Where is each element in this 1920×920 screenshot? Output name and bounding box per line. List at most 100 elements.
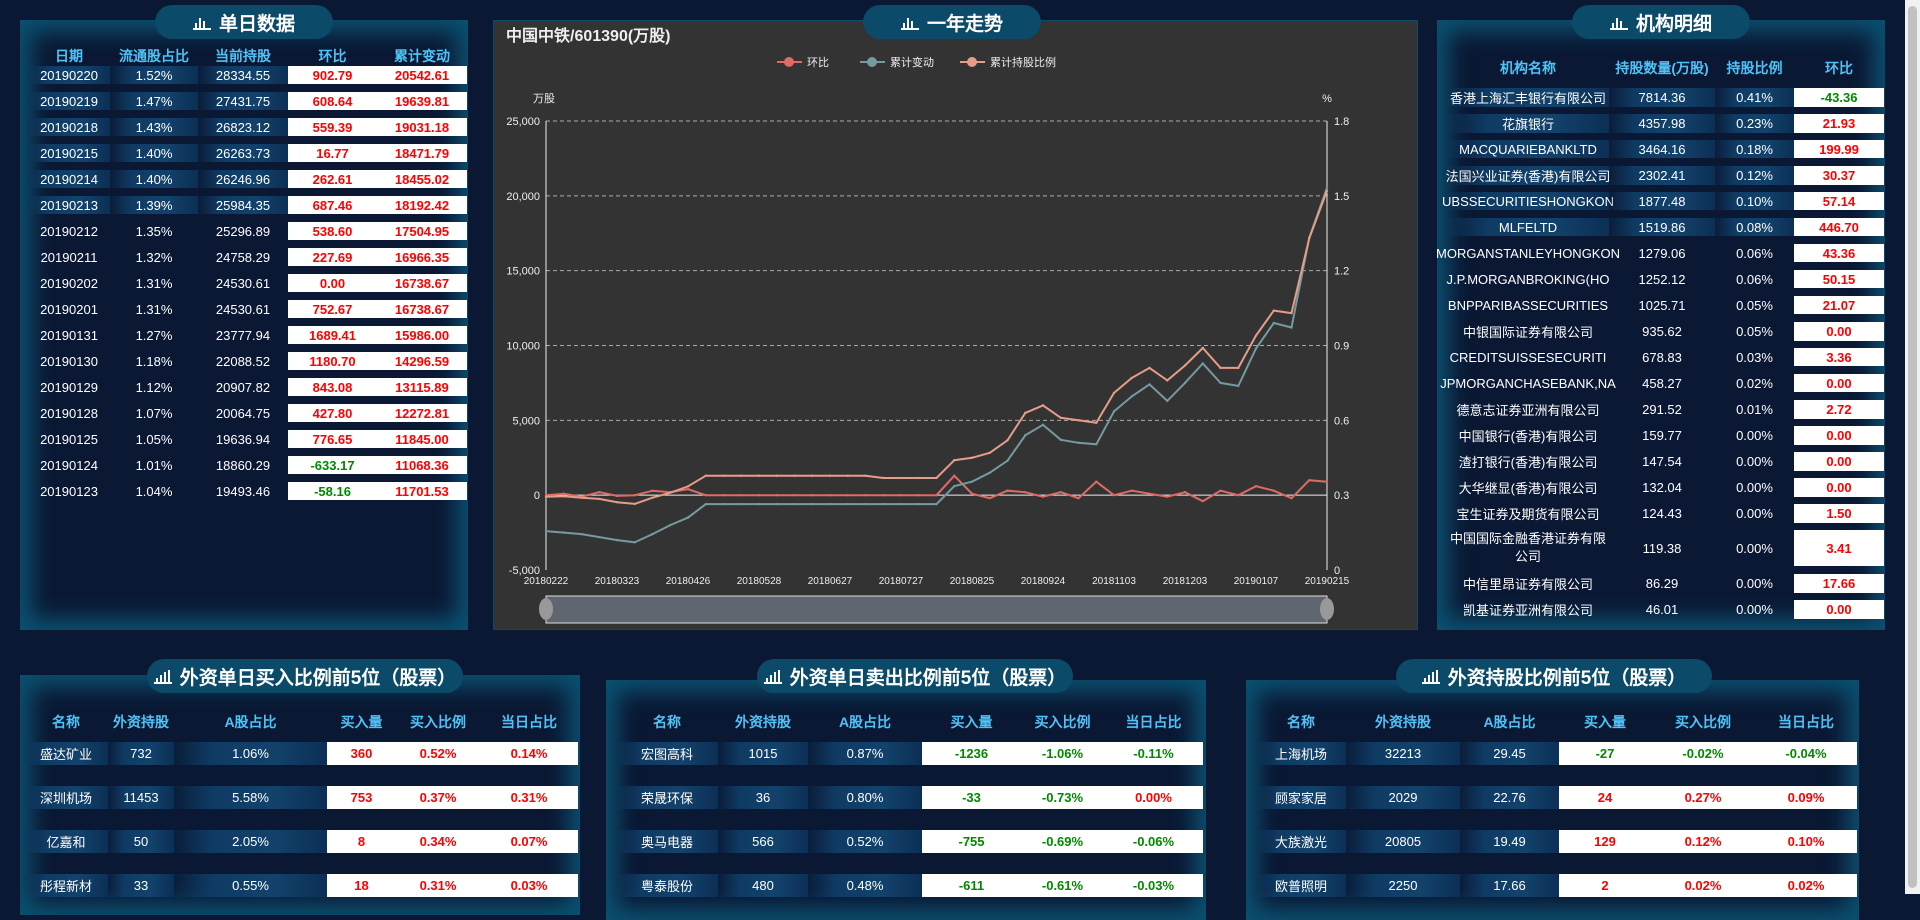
- column-header: 买入比例: [1675, 714, 1731, 730]
- table-row[interactable]: 奥马电器 566 0.52% -755 -0.69% -0.06%: [606, 830, 1206, 853]
- table-cell: 24: [1559, 786, 1651, 809]
- table-row[interactable]: 德意志证券亚洲有限公司 291.52 0.01% 2.72: [1437, 400, 1885, 419]
- data-point: [1112, 410, 1116, 413]
- table-row[interactable]: 大华继显(香港)有限公司 132.04 0.00% 0.00: [1437, 478, 1885, 497]
- axes: 25,000 1.8 20,000 1.5 15,000 1.2 10,000 0.9 5,00…: [506, 116, 1349, 587]
- table-row[interactable]: 20190211 1.32% 24758.29 227.69 16966.35: [20, 248, 468, 266]
- table-row[interactable]: 深圳机场 11453 5.58% 753 0.37% 0.31%: [20, 786, 580, 809]
- table-cell: -755: [922, 830, 1021, 853]
- table-row[interactable]: 中国国际金融香港证券有限公司 119.38 0.00% 3.41: [1437, 530, 1885, 566]
- data-point: [1272, 309, 1275, 312]
- table-cell: 11068.36: [377, 456, 467, 474]
- bar-chart-icon: [192, 14, 211, 30]
- table-row[interactable]: 中信里昂证券有限公司 86.29 0.00% 17.66: [1437, 574, 1885, 593]
- table-cell: 0.00%: [1736, 576, 1773, 591]
- table-cell: 147.54: [1642, 454, 1682, 469]
- table-cell: 0.12%: [1715, 166, 1794, 185]
- column-header: 日期: [55, 48, 83, 64]
- table-cell: 678.83: [1642, 349, 1682, 365]
- table-row[interactable]: 20190124 1.01% 18860.29 -633.17 11068.36: [20, 456, 468, 474]
- table-row[interactable]: MLFELTD 1519.86 0.08% 446.70: [1437, 218, 1885, 236]
- data-point: [1006, 489, 1009, 492]
- line-chart: 中国中铁/601390(万股) 环比 累计变动 累计持股比例 万股 % 25,000…: [506, 26, 1350, 624]
- table-row[interactable]: UBSSECURITIESHONGKON 1877.48 0.10% 57.14: [1437, 192, 1885, 210]
- data-point: [988, 451, 991, 454]
- table-row[interactable]: 凯基证券亚洲有限公司 46.01 0.00% 0.00: [1437, 600, 1885, 619]
- slider-handle-left[interactable]: [539, 598, 553, 620]
- table-row[interactable]: 荣晟环保 36 0.80% -33 -0.73% 0.00%: [606, 786, 1206, 809]
- table-row[interactable]: 法国兴业证券(香港)有限公司 2302.41 0.12% 30.37: [1437, 166, 1885, 185]
- table-row[interactable]: 20190125 1.05% 19636.94 776.65 11845.00: [20, 430, 468, 448]
- table-cell: 1.40%: [110, 170, 198, 188]
- table-cell: 3.36: [1794, 348, 1884, 366]
- table-cell: 0.07%: [480, 830, 578, 853]
- table-row[interactable]: 20190129 1.12% 20907.82 843.08 13115.89: [20, 378, 468, 396]
- table-row[interactable]: JPMORGANCHASEBANK,NA 458.27 0.02% 0.00: [1437, 374, 1885, 392]
- data-point: [775, 502, 778, 506]
- table-row[interactable]: 大族激光 20805 19.49 129 0.12% 0.10%: [1246, 830, 1859, 853]
- table-row[interactable]: 20190130 1.18% 22088.52 1180.70 14296.59: [20, 352, 468, 370]
- data-point: [970, 492, 974, 495]
- table-cell: 20190219: [28, 92, 110, 110]
- data-point: [1095, 421, 1098, 425]
- table-row[interactable]: 欧普照明 2250 17.66 2 0.02% 0.02%: [1246, 874, 1859, 897]
- table-row[interactable]: 粤泰股份 480 0.48% -611 -0.61% -0.03%: [606, 874, 1206, 897]
- table-cell: 23777.94: [215, 327, 271, 343]
- data-point: [882, 493, 885, 497]
- legend-item[interactable]: 累计持股比例: [960, 55, 1056, 69]
- table-row[interactable]: 亿嘉和 50 2.05% 8 0.34% 0.07%: [20, 830, 580, 853]
- table-row[interactable]: 20190214 1.40% 26246.96 262.61 18455.02: [20, 170, 468, 188]
- table-cell: 0.02%: [1651, 874, 1755, 897]
- table-row[interactable]: 20190212 1.35% 25296.89 538.60 17504.95: [20, 222, 468, 240]
- data-zoom-slider[interactable]: [539, 595, 1334, 624]
- table-row[interactable]: BNPPARIBASSECURITIES 1025.71 0.05% 21.07: [1437, 296, 1885, 314]
- table-row[interactable]: 彤程新材 33 0.55% 18 0.31% 0.03%: [20, 874, 580, 897]
- table-cell: 中信里昂证券有限公司: [1462, 577, 1593, 592]
- data-point: [740, 474, 743, 477]
- table-cell: 50.15: [1794, 270, 1884, 288]
- legend-item[interactable]: 累计变动: [860, 55, 934, 69]
- table-row[interactable]: 花旗银行 4357.98 0.23% 21.93: [1437, 114, 1885, 133]
- table-row[interactable]: 中国银行(香港)有限公司 159.77 0.00% 0.00: [1437, 426, 1885, 445]
- table-body: 盛达矿业 732 1.06% 360 0.52% 0.14% 深圳机场 11453 5.58% 7…: [20, 742, 580, 897]
- table-row[interactable]: 20190131 1.27% 23777.94 1689.41 15986.00: [20, 326, 468, 344]
- table-row[interactable]: 20190128 1.07% 20064.75 427.80 12272.81: [20, 404, 468, 422]
- table-row[interactable]: MORGANSTANLEYHONGKON 1279.06 0.06% 43.36: [1436, 244, 1885, 262]
- table-row[interactable]: 20190219 1.47% 27431.75 608.64 19639.81: [20, 92, 468, 110]
- table-row[interactable]: 上海机场 32213 29.45 -27 -0.02% -0.04%: [1246, 742, 1859, 765]
- scrollbar-thumb[interactable]: [1908, 6, 1917, 888]
- table-row[interactable]: 渣打银行(香港)有限公司 147.54 0.00% 0.00: [1437, 452, 1885, 471]
- table-row[interactable]: MACQUARIEBANKLTD 3464.16 0.18% 199.99: [1437, 140, 1885, 158]
- data-point: [615, 538, 619, 542]
- table-row[interactable]: 20190220 1.52% 28334.55 902.79 20542.61: [20, 66, 468, 84]
- data-point: [1325, 480, 1329, 483]
- table-cell: 中国银行(香港)有限公司: [1458, 429, 1598, 444]
- table-row[interactable]: CREDITSUISSESECURITI 678.83 0.03% 3.36: [1437, 348, 1885, 366]
- table-cell: 1.52%: [110, 66, 198, 84]
- data-point: [988, 471, 991, 474]
- data-point: [1219, 381, 1222, 385]
- table-row[interactable]: 20190202 1.31% 24530.61 0.00 16738.67: [20, 274, 468, 292]
- table-row[interactable]: 20190218 1.43% 26823.12 559.39 19031.18: [20, 118, 468, 136]
- table-row[interactable]: 20190123 1.04% 19493.46 -58.16 11701.53: [20, 482, 468, 500]
- table-row[interactable]: 宏图高科 1015 0.87% -1236 -1.06% -0.11%: [606, 742, 1206, 765]
- table-cell: 0.06%: [1736, 271, 1773, 287]
- table-row[interactable]: 顾家家居 2029 22.76 24 0.27% 0.09%: [1246, 786, 1859, 809]
- table-row[interactable]: 宝生证券及期货有限公司 124.43 0.00% 1.50: [1437, 504, 1885, 523]
- table-cell: 欧普照明: [1256, 874, 1346, 897]
- table-row[interactable]: 20190201 1.31% 24530.61 752.67 16738.67: [20, 300, 468, 318]
- x-tick-label: 20180222: [524, 576, 569, 587]
- data-point: [704, 493, 707, 497]
- table-row[interactable]: J.P.MORGANBROKING(HO 1252.12 0.06% 50.15: [1437, 270, 1885, 288]
- data-point: [686, 516, 690, 519]
- table-row[interactable]: 盛达矿业 732 1.06% 360 0.52% 0.14%: [20, 742, 580, 765]
- data-point: [651, 489, 654, 492]
- table-row[interactable]: 20190213 1.39% 25984.35 687.46 18192.42: [20, 196, 468, 214]
- page-scrollbar[interactable]: [1905, 0, 1920, 894]
- table-row[interactable]: 中银国际证券有限公司 935.62 0.05% 0.00: [1437, 322, 1885, 341]
- table-row[interactable]: 香港上海汇丰银行有限公司 7814.36 0.41% -43.36: [1437, 88, 1885, 107]
- legend-item[interactable]: 环比: [777, 56, 829, 69]
- slider-handle-right[interactable]: [1320, 598, 1334, 620]
- top-sell-table: 名称 外资持股 A股占比 买入量 买入比例 当日占比 宏图高科 1015 0.87% -1236…: [606, 711, 1206, 897]
- table-row[interactable]: 20190215 1.40% 26263.73 16.77 18471.79: [20, 144, 468, 162]
